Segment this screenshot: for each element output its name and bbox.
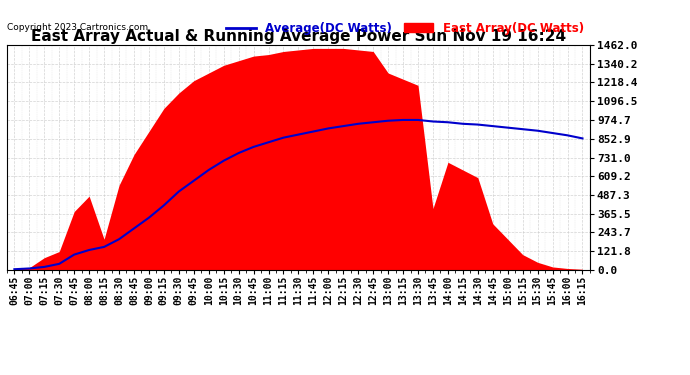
Text: Copyright 2023 Cartronics.com: Copyright 2023 Cartronics.com	[7, 22, 148, 32]
Title: East Array Actual & Running Average Power Sun Nov 19 16:24: East Array Actual & Running Average Powe…	[31, 29, 566, 44]
Legend: Average(DC Watts), East Array(DC Watts): Average(DC Watts), East Array(DC Watts)	[226, 22, 584, 34]
